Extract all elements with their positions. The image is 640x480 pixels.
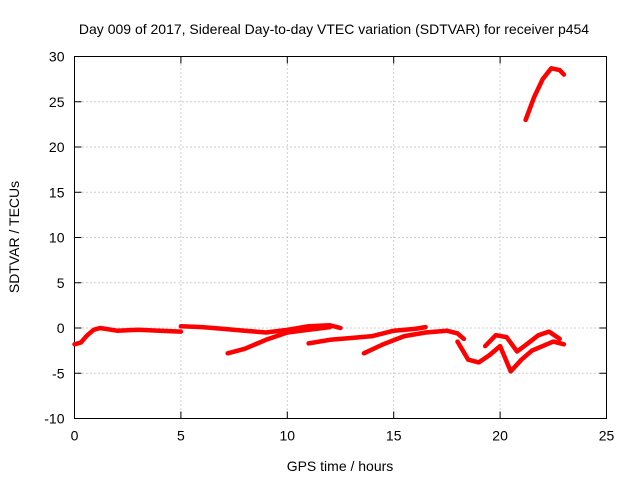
series-line-arc-6 — [455, 339, 567, 374]
y-tick-label: -10 — [44, 411, 64, 427]
grid-layer — [74, 56, 607, 419]
x-tick-label: 10 — [280, 428, 296, 444]
x-tick-label: 0 — [71, 428, 79, 444]
y-tick-label: 25 — [49, 94, 65, 110]
y-tick-label: 15 — [49, 184, 65, 200]
chart-title: Day 009 of 2017, Sidereal Day-to-day VTE… — [79, 21, 589, 37]
series-line-arc-1 — [72, 325, 184, 347]
series-line-arc-8 — [523, 66, 567, 123]
y-tick-label: 20 — [49, 139, 65, 155]
x-tick-label: 20 — [492, 428, 508, 444]
tick-layer: -10 -5 0 5 10 15 20 25 30 0 5 10 15 20 25 — [44, 49, 614, 444]
series-line-arc-7 — [482, 329, 562, 354]
y-tick-label: -5 — [52, 365, 65, 381]
x-tick-label: 5 — [177, 428, 185, 444]
y-tick-label: 30 — [49, 49, 65, 65]
series-line-arc-2 — [178, 323, 343, 335]
x-tick-label: 25 — [599, 428, 615, 444]
x-tick-label: 15 — [386, 428, 402, 444]
y-tick-label: 10 — [49, 230, 65, 246]
series-line-arc-4 — [306, 324, 428, 346]
y-tick-label: 0 — [57, 320, 65, 336]
series-line-arc-3 — [225, 324, 333, 356]
series-line-arc-5 — [361, 328, 467, 356]
series-layer — [72, 66, 567, 374]
y-tick-label: 5 — [57, 275, 65, 291]
x-axis-label: GPS time / hours — [287, 458, 394, 474]
y-axis-label: SDTVAR / TECUs — [6, 181, 22, 293]
